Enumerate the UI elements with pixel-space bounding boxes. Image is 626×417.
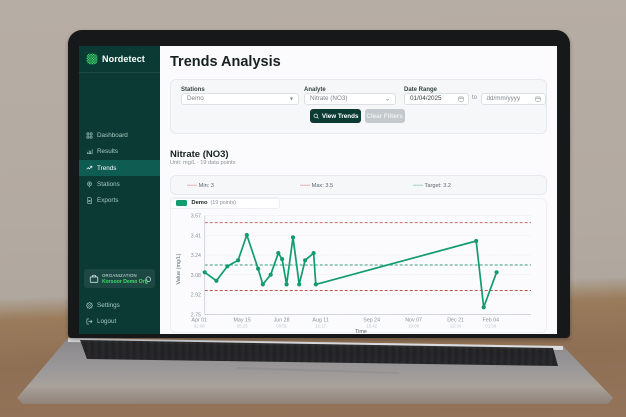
svg-text:05:25: 05:25 <box>237 323 249 328</box>
svg-text:3.57: 3.57 <box>191 214 201 220</box>
svg-text:15:42: 15:42 <box>366 323 378 328</box>
svg-text:3.08: 3.08 <box>191 273 201 279</box>
svg-text:12:17: 12:17 <box>315 323 327 328</box>
svg-text:2.92: 2.92 <box>191 292 201 298</box>
svg-text:Time: Time <box>355 329 367 333</box>
svg-text:3.24: 3.24 <box>191 253 201 259</box>
svg-text:01:59: 01:59 <box>485 323 497 328</box>
svg-text:3.41: 3.41 <box>191 233 201 239</box>
svg-text:19:08: 19:08 <box>408 323 420 328</box>
svg-text:02:00: 02:00 <box>194 323 206 328</box>
svg-text:Value (mg/L): Value (mg/L) <box>176 253 182 284</box>
svg-text:22:34: 22:34 <box>450 323 462 328</box>
svg-text:08:51: 08:51 <box>276 323 288 328</box>
